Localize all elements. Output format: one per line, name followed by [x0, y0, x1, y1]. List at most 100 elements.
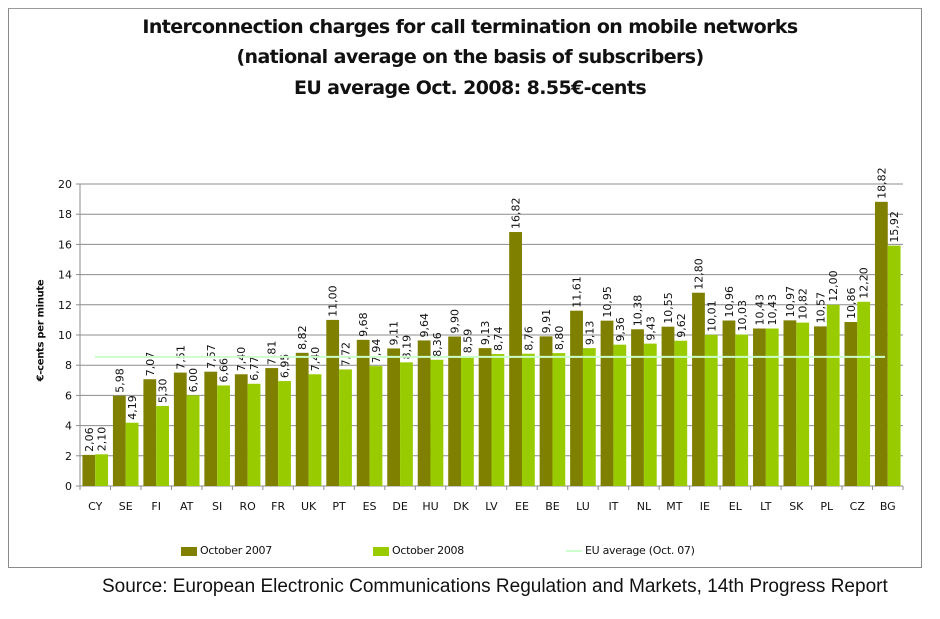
svg-text:10: 10: [58, 329, 72, 342]
bar: [753, 328, 766, 486]
bar: [234, 374, 248, 486]
svg-text:10,01: 10,01: [705, 300, 718, 332]
svg-text:11,00: 11,00: [327, 285, 340, 317]
svg-text:16: 16: [58, 238, 72, 251]
bar: [308, 374, 322, 486]
svg-text:10,96: 10,96: [723, 286, 736, 318]
bar: [400, 362, 413, 486]
bar: [887, 245, 901, 486]
bar: [796, 322, 810, 486]
bar: [430, 359, 444, 486]
legend-swatch-icon: [373, 546, 389, 556]
bar: [613, 344, 627, 486]
chart-subtitle-eu-average: EU average Oct. 2008: 8.55€-cents: [293, 77, 647, 99]
svg-text:9,62: 9,62: [675, 313, 688, 338]
svg-text:10,95: 10,95: [601, 286, 614, 318]
bar: [339, 369, 352, 486]
svg-text:RO: RO: [239, 500, 256, 513]
svg-text:7,72: 7,72: [339, 342, 352, 367]
svg-text:12: 12: [58, 299, 72, 312]
svg-text:12,20: 12,20: [858, 267, 871, 299]
svg-text:6,00: 6,00: [187, 368, 200, 393]
bar: [704, 334, 718, 486]
svg-text:8,19: 8,19: [400, 335, 413, 360]
svg-text:7,40: 7,40: [309, 347, 322, 372]
bar: [765, 328, 779, 486]
svg-text:10,97: 10,97: [784, 286, 797, 318]
svg-text:MT: MT: [666, 500, 682, 513]
svg-text:UK: UK: [301, 500, 317, 513]
bar: [735, 334, 749, 486]
svg-text:9,91: 9,91: [540, 309, 553, 334]
bar: [326, 319, 340, 486]
svg-text:8,76: 8,76: [522, 326, 535, 351]
bar: [143, 379, 157, 486]
bar: [173, 372, 187, 486]
bar: [674, 340, 688, 486]
svg-text:9,13: 9,13: [479, 321, 492, 346]
svg-text:20: 20: [58, 178, 72, 191]
svg-text:9,90: 9,90: [449, 309, 462, 334]
svg-text:9,68: 9,68: [357, 312, 370, 337]
svg-text:PT: PT: [332, 500, 346, 513]
bar: [661, 326, 675, 486]
svg-text:2: 2: [65, 450, 72, 463]
svg-text:18: 18: [58, 208, 72, 221]
bar: [643, 343, 657, 486]
bar: [813, 326, 827, 486]
bar: [186, 395, 200, 486]
bar: [783, 320, 797, 486]
bar: [844, 322, 858, 486]
bar: [112, 395, 126, 486]
svg-text:12,80: 12,80: [692, 258, 705, 290]
svg-text:AT: AT: [180, 500, 194, 513]
svg-text:6: 6: [65, 389, 72, 402]
bar: [521, 353, 535, 486]
svg-text:2,06: 2,06: [83, 427, 96, 452]
svg-text:16,82: 16,82: [510, 198, 523, 230]
svg-text:10,38: 10,38: [632, 295, 645, 327]
bar: [722, 320, 736, 486]
svg-text:FR: FR: [271, 500, 285, 513]
svg-text:8,36: 8,36: [431, 332, 444, 357]
bar: [461, 356, 474, 486]
svg-text:7,40: 7,40: [235, 347, 248, 372]
bar: [582, 348, 596, 486]
svg-text:IT: IT: [608, 500, 618, 513]
svg-text:FI: FI: [151, 500, 161, 513]
svg-text:SI: SI: [212, 500, 222, 513]
svg-text:BG: BG: [880, 500, 896, 513]
bar: [95, 454, 109, 486]
bar: [125, 422, 139, 486]
svg-text:12,00: 12,00: [827, 270, 840, 302]
bar: [857, 301, 871, 486]
svg-text:SE: SE: [119, 500, 133, 513]
svg-text:EL: EL: [729, 500, 743, 513]
bar: [295, 352, 309, 486]
svg-text:8,74: 8,74: [492, 327, 505, 352]
bar: [387, 348, 401, 486]
svg-text:6,95: 6,95: [279, 354, 292, 379]
svg-text:6,66: 6,66: [218, 358, 231, 383]
bar: [356, 339, 370, 486]
svg-text:LU: LU: [576, 500, 590, 513]
svg-text:10,86: 10,86: [845, 288, 858, 320]
bar: [509, 232, 522, 486]
bar: [204, 371, 218, 486]
svg-text:DK: DK: [453, 500, 469, 513]
legend-line-icon: [566, 550, 582, 552]
svg-text:9,36: 9,36: [614, 317, 627, 342]
svg-text:5,98: 5,98: [113, 368, 126, 393]
svg-text:0: 0: [65, 480, 72, 493]
svg-text:9,11: 9,11: [388, 321, 401, 346]
svg-text:LV: LV: [485, 500, 498, 513]
bar-chart-plot: 0 2 4 6 8 10 12 14 16 18 20 CY 2,06 2,10 SE 5,984,19 FI 7…: [58, 167, 904, 513]
legend-item-eu-average: EU average (Oct. 07): [566, 544, 695, 557]
bar: [156, 405, 170, 486]
bar: [82, 454, 96, 486]
svg-text:10,82: 10,82: [797, 288, 810, 320]
bar: [478, 348, 492, 486]
svg-text:ES: ES: [363, 500, 377, 513]
svg-text:NL: NL: [637, 500, 652, 513]
svg-text:CY: CY: [88, 500, 102, 513]
